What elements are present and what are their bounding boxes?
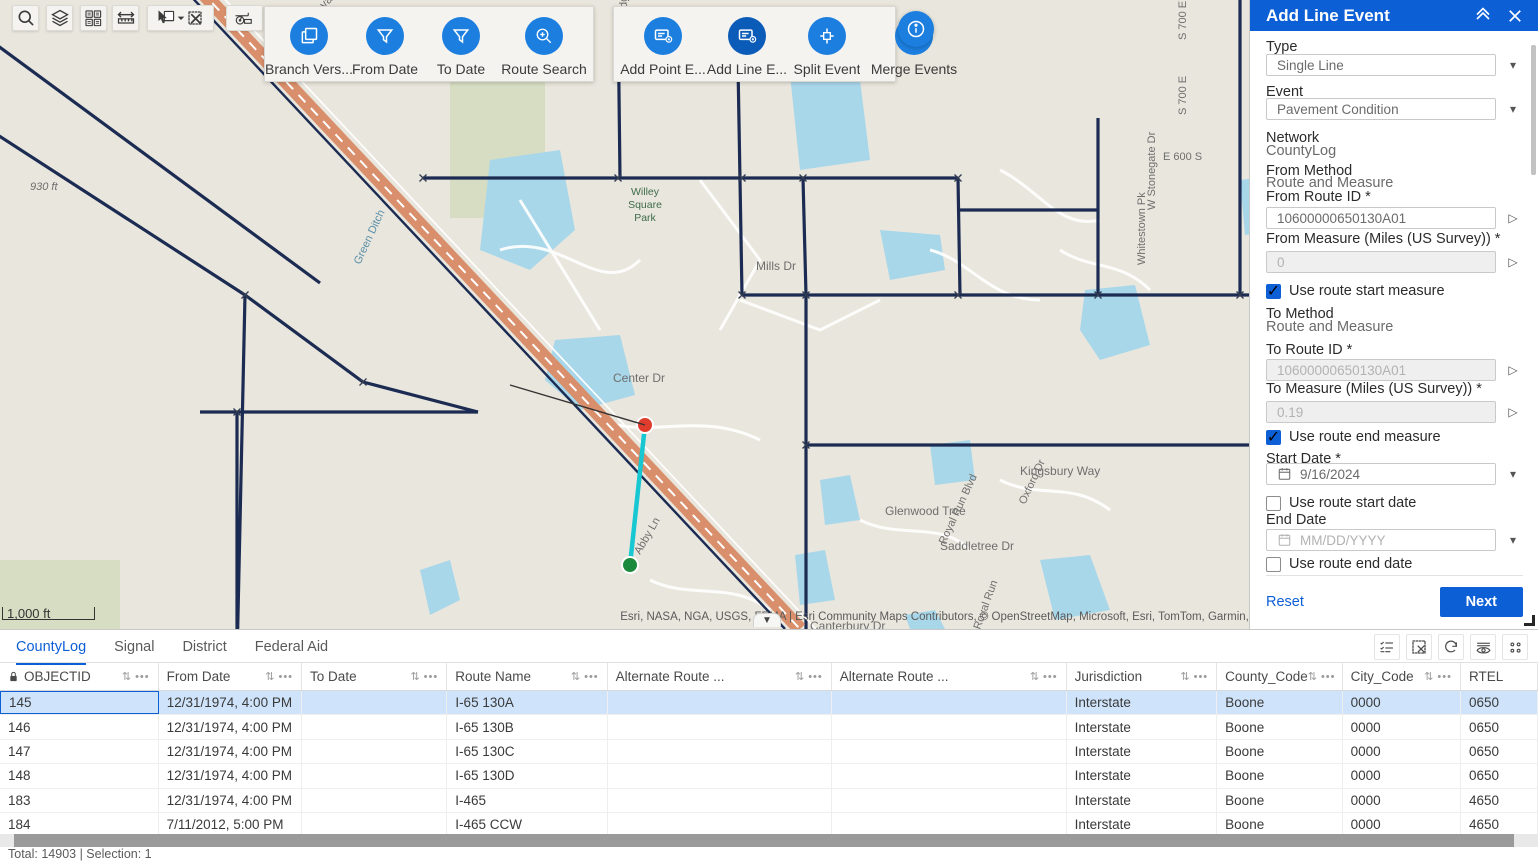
svg-text:E 600 S: E 600 S [1163, 151, 1202, 163]
svg-text:Whitestown Pk: Whitestown Pk [1136, 192, 1148, 265]
svg-text:Park: Park [634, 212, 656, 224]
svg-text:Mills Dr: Mills Dr [756, 259, 796, 273]
svg-text:Square: Square [628, 199, 662, 211]
svg-text:930 ft: 930 ft [30, 181, 58, 193]
svg-text:Saddletree Dr: Saddletree Dr [940, 539, 1014, 553]
svg-text:S 700 E: S 700 E [1177, 76, 1189, 115]
svg-text:Willey: Willey [631, 186, 660, 198]
svg-text:S 700 E: S 700 E [1177, 1, 1189, 40]
svg-text:Center Dr: Center Dr [613, 371, 665, 385]
